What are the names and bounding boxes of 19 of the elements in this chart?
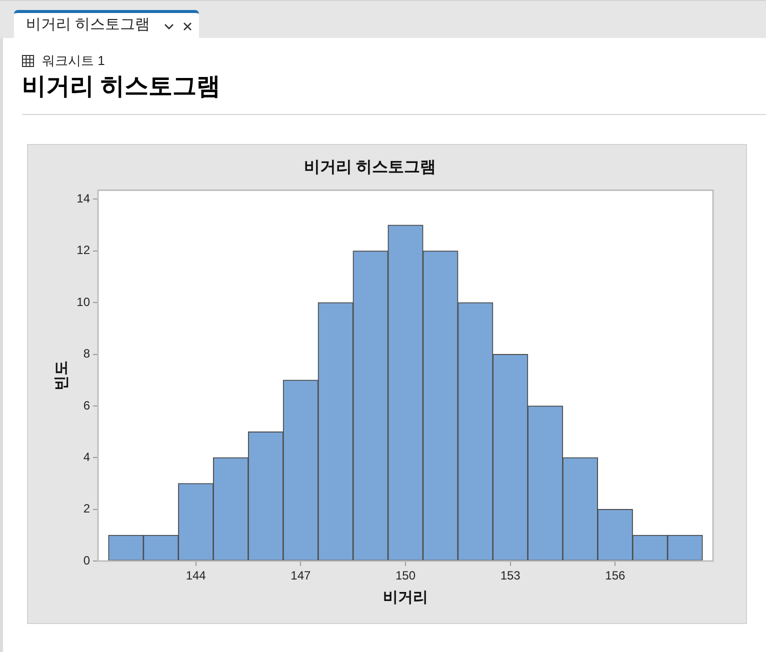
x-tick-label: 144 <box>186 568 206 583</box>
y-axis-title: 빈도 <box>53 360 70 391</box>
y-tick-label: 12 <box>76 243 90 258</box>
y-tick-label: 2 <box>83 502 90 516</box>
x-axis-title: 비거리 <box>383 589 428 606</box>
y-tick-label: 6 <box>83 398 90 412</box>
x-tick-label: 156 <box>605 568 626 583</box>
x-tick-label: 153 <box>500 568 521 583</box>
y-tick-label: 0 <box>83 553 90 568</box>
text: 비거리 히스토그램 <box>22 72 221 102</box>
tab[interactable]: 비거리 히스토그램 <box>14 10 199 39</box>
text: 워크시트 1 <box>42 53 105 69</box>
x-tick-label: 147 <box>290 568 311 583</box>
y-tick-label: 8 <box>83 346 90 361</box>
y-tick-label: 10 <box>76 294 90 309</box>
chart-title: 비거리 히스토그램 <box>304 159 436 176</box>
y-tick-label: 14 <box>76 192 90 206</box>
y-tick-label: 4 <box>83 450 90 464</box>
x-tick-label: 150 <box>395 568 416 583</box>
